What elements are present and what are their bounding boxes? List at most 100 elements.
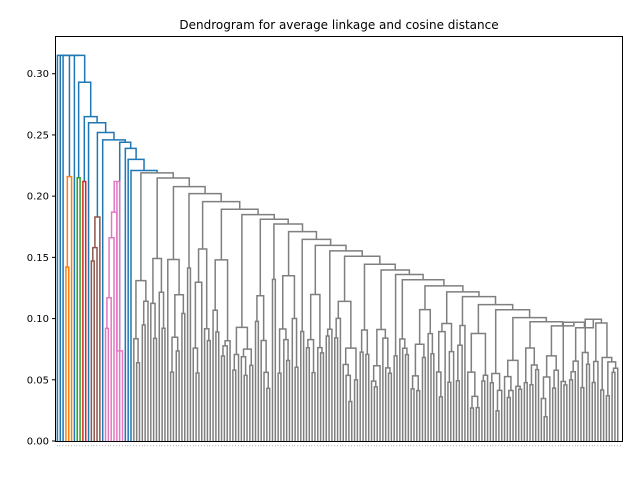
dendrogram-link — [455, 379, 461, 441]
dendrogram-link — [317, 346, 323, 441]
dendrogram-link — [311, 371, 316, 441]
dendrogram-link — [82, 180, 87, 441]
dendrogram-link — [394, 273, 424, 356]
leaf-label: · — [533, 445, 539, 447]
dendrogram-link — [127, 158, 145, 441]
leaf-label: · — [72, 445, 78, 447]
dendrogram-link — [523, 381, 528, 441]
leaf-label: · — [389, 445, 395, 447]
leaf-label: · — [581, 445, 587, 447]
leaf-label: · — [341, 445, 347, 447]
leaf-label: · — [567, 445, 573, 447]
leaf-label: · — [344, 445, 350, 447]
dendrogram-link — [150, 302, 156, 441]
leaf-label: · — [230, 445, 236, 447]
dendrogram-link — [411, 375, 419, 391]
leaf-label: · — [304, 445, 310, 447]
leaf-label: · — [278, 445, 284, 447]
dendrogram-link — [424, 285, 464, 310]
dendrogram-link — [133, 338, 139, 441]
leaf-label: · — [242, 445, 248, 447]
dendrogram-link — [130, 169, 158, 441]
dendrogram-link — [283, 338, 289, 441]
dendrogram-link — [370, 380, 377, 441]
leaf-label: · — [451, 445, 457, 447]
leaf-label: · — [114, 445, 120, 447]
dendrogram-link — [491, 372, 501, 391]
dendrogram-link — [343, 255, 381, 302]
leaf-label: · — [112, 445, 118, 447]
dendrogram-link — [94, 216, 101, 441]
dendrogram-link — [167, 258, 180, 441]
dendrogram-link — [337, 300, 352, 349]
leaf-label: · — [502, 445, 508, 447]
dendrogram-link — [201, 200, 241, 250]
leaf-label: · — [179, 445, 185, 447]
dendrogram-link — [174, 293, 185, 338]
leaf-label: · — [383, 445, 389, 447]
leaf-label: · — [293, 445, 299, 447]
leaf-label: · — [95, 445, 101, 447]
dendrogram-link — [376, 328, 387, 366]
dendrogram-link — [373, 386, 378, 441]
leaf-label: · — [134, 445, 140, 447]
dendrogram-link — [611, 371, 616, 441]
dendrogram-link — [140, 172, 174, 281]
dendrogram-link — [309, 293, 321, 348]
dendrogram-link — [421, 356, 427, 441]
leaf-label: · — [511, 445, 517, 447]
leaf-label: · — [559, 445, 565, 447]
leaf-label: · — [468, 445, 474, 447]
dendrogram-link — [380, 269, 411, 330]
leaf-label: · — [208, 445, 214, 447]
leaf-label: · — [612, 445, 618, 447]
dendrogram-link — [475, 406, 480, 441]
dendrogram-link — [194, 281, 203, 441]
dendrogram-link — [445, 291, 480, 324]
leaf-label: · — [162, 445, 168, 447]
dendrogram-link — [342, 363, 349, 441]
leaf-label: · — [182, 445, 188, 447]
leaf-label: · — [58, 445, 64, 447]
leaf-label: · — [561, 445, 567, 447]
leaf-label: · — [89, 445, 95, 447]
dendrogram-link — [197, 248, 208, 329]
leaf-label: · — [281, 445, 287, 447]
dendrogram-link — [224, 339, 231, 441]
y-tick-label: 0.05 — [27, 375, 49, 386]
leaf-label: · — [610, 445, 616, 447]
leaf-label: · — [332, 445, 338, 447]
dendrogram-link — [249, 364, 254, 441]
dendrogram-link — [418, 308, 432, 345]
leaf-label: · — [482, 445, 488, 447]
leaf-label: · — [92, 445, 98, 447]
leaf-label: · — [117, 445, 123, 447]
dendrogram-link — [92, 246, 98, 441]
leaf-label: · — [465, 445, 471, 447]
leaf-label: · — [239, 445, 245, 447]
leaf-label: · — [604, 445, 610, 447]
leaf-label: · — [519, 445, 525, 447]
leaf-label: · — [431, 445, 437, 447]
leaf-label: · — [406, 445, 412, 447]
dendrogram-link — [241, 213, 276, 328]
leaf-label: · — [477, 445, 483, 447]
dendrogram-link — [612, 367, 619, 441]
leaf-label: · — [66, 445, 72, 447]
dendrogram-link — [181, 312, 186, 441]
dendrogram-link — [438, 330, 446, 441]
dendrogram-link — [329, 250, 363, 330]
leaf-label: · — [315, 445, 321, 447]
leaf-label: · — [355, 445, 361, 447]
leaf-label: · — [366, 445, 372, 447]
dendrogram-link — [172, 185, 206, 260]
dendrogram-link — [545, 355, 557, 378]
dendrogram-link — [96, 131, 115, 217]
leaf-label: · — [100, 445, 106, 447]
dendrogram-link — [414, 343, 425, 376]
dendrogram-link — [560, 380, 567, 441]
dendrogram-link — [294, 366, 299, 441]
leaf-label: · — [165, 445, 171, 447]
leaf-label: · — [423, 445, 429, 447]
